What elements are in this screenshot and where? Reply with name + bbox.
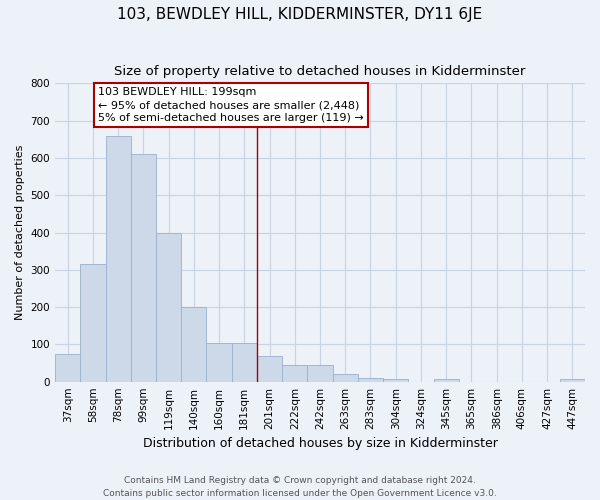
Bar (131, 154, 156, 382)
Text: 103 BEWDLEY HILL: 199sqm
← 95% of detached houses are smaller (2,448)
5% of semi: 103 BEWDLEY HILL: 199sqm ← 95% of detach… (98, 87, 364, 124)
Text: Contains HM Land Registry data © Crown copyright and database right 2024.
Contai: Contains HM Land Registry data © Crown c… (103, 476, 497, 498)
Bar (156, 232, 181, 382)
Bar (560, 378, 585, 382)
Bar (257, 356, 282, 382)
Bar (282, 365, 307, 382)
Bar (55, 354, 80, 382)
Bar (106, 136, 131, 382)
Bar (80, 264, 106, 382)
Bar (181, 307, 206, 382)
Bar (307, 365, 332, 382)
Title: Size of property relative to detached houses in Kidderminster: Size of property relative to detached ho… (115, 65, 526, 78)
Bar (232, 342, 257, 382)
X-axis label: Distribution of detached houses by size in Kidderminster: Distribution of detached houses by size … (143, 437, 497, 450)
Bar (434, 378, 459, 382)
Bar (332, 374, 358, 382)
Bar (358, 378, 383, 382)
Y-axis label: Number of detached properties: Number of detached properties (15, 145, 25, 320)
Bar (383, 378, 409, 382)
Bar (206, 342, 232, 382)
Text: 103, BEWDLEY HILL, KIDDERMINSTER, DY11 6JE: 103, BEWDLEY HILL, KIDDERMINSTER, DY11 6… (118, 8, 482, 22)
